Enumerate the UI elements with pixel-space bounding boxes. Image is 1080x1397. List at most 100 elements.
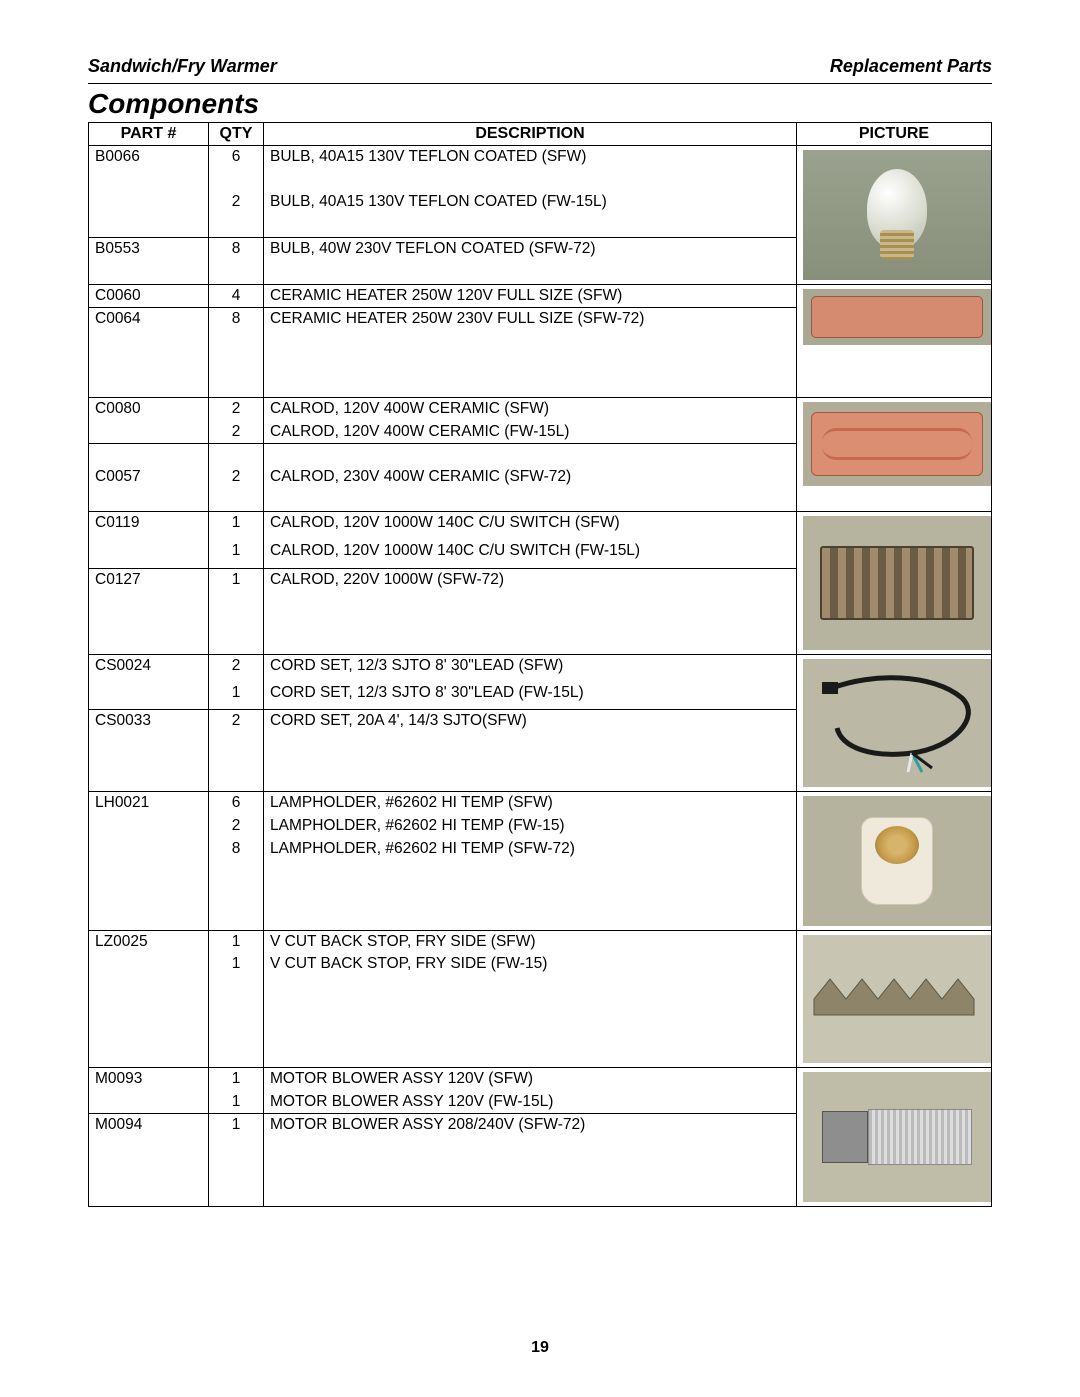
col-pic: PICTURE bbox=[797, 123, 992, 146]
cell-qty: 6 bbox=[209, 146, 264, 192]
table-row: CS00242CORD SET, 12/3 SJTO 8' 30"LEAD (S… bbox=[89, 654, 992, 682]
table-row: B00666BULB, 40A15 130V TEFLON COATED (SF… bbox=[89, 146, 992, 192]
cell-description: V CUT BACK STOP, FRY SIDE (FW-15) bbox=[264, 953, 797, 976]
cell-qty: 2 bbox=[209, 421, 264, 444]
picture-bulb bbox=[803, 150, 991, 280]
cell-picture bbox=[797, 930, 992, 1067]
picture-motor-blower bbox=[803, 1072, 991, 1202]
running-header: Sandwich/Fry Warmer Replacement Parts bbox=[88, 56, 992, 77]
cell-picture bbox=[797, 654, 992, 791]
picture-calrod-ceramic bbox=[803, 402, 991, 486]
header-right: Replacement Parts bbox=[830, 56, 992, 77]
cell-part bbox=[89, 682, 209, 710]
cell-part bbox=[89, 953, 209, 976]
cell-part: C0060 bbox=[89, 285, 209, 308]
cell-description: LAMPHOLDER, #62602 HI TEMP (FW-15) bbox=[264, 815, 797, 838]
picture-cord-set bbox=[803, 659, 991, 787]
header-left: Sandwich/Fry Warmer bbox=[88, 56, 277, 77]
cell-description: LAMPHOLDER, #62602 HI TEMP (SFW-72) bbox=[264, 838, 797, 861]
cell-part bbox=[89, 540, 209, 569]
table-row: LH00216LAMPHOLDER, #62602 HI TEMP (SFW) bbox=[89, 791, 992, 815]
cell-part bbox=[89, 815, 209, 838]
table-row: M00931MOTOR BLOWER ASSY 120V (SFW) bbox=[89, 1067, 992, 1090]
cell-qty: 1 bbox=[209, 682, 264, 710]
cell-part: CS0033 bbox=[89, 709, 209, 737]
cell-description: MOTOR BLOWER ASSY 120V (SFW) bbox=[264, 1067, 797, 1090]
cell-part: C0057 bbox=[89, 466, 209, 488]
cell-description: CALROD, 120V 1000W 140C C/U SWITCH (SFW) bbox=[264, 511, 797, 540]
cell-description: CALROD, 120V 1000W 140C C/U SWITCH (FW-1… bbox=[264, 540, 797, 569]
cell-description: MOTOR BLOWER ASSY 208/240V (SFW-72) bbox=[264, 1114, 797, 1137]
table-row: C01191CALROD, 120V 1000W 140C C/U SWITCH… bbox=[89, 511, 992, 540]
cell-picture bbox=[797, 791, 992, 930]
cell-part bbox=[89, 838, 209, 861]
table-row: LZ00251V CUT BACK STOP, FRY SIDE (SFW) bbox=[89, 930, 992, 953]
cell-description: CALROD, 120V 400W CERAMIC (FW-15L) bbox=[264, 421, 797, 444]
cell-description: CORD SET, 12/3 SJTO 8' 30"LEAD (FW-15L) bbox=[264, 682, 797, 710]
picture-lampholder bbox=[803, 796, 991, 926]
section-title: Components bbox=[88, 88, 992, 120]
page: Sandwich/Fry Warmer Replacement Parts Co… bbox=[0, 0, 1080, 1397]
cell-description: BULB, 40A15 130V TEFLON COATED (SFW) bbox=[264, 146, 797, 192]
col-qty: QTY bbox=[209, 123, 264, 146]
cell-qty: 2 bbox=[209, 191, 264, 237]
cell-part bbox=[89, 191, 209, 237]
table-row: C00604CERAMIC HEATER 250W 120V FULL SIZE… bbox=[89, 285, 992, 308]
cell-qty: 1 bbox=[209, 1114, 264, 1137]
cell-picture bbox=[797, 146, 992, 285]
cell-qty: 1 bbox=[209, 930, 264, 953]
cell-part bbox=[89, 1091, 209, 1114]
cell-description: CERAMIC HEATER 250W 230V FULL SIZE (SFW-… bbox=[264, 308, 797, 331]
col-desc: DESCRIPTION bbox=[264, 123, 797, 146]
cell-qty: 1 bbox=[209, 569, 264, 598]
cell-description: CORD SET, 20A 4', 14/3 SJTO(SFW) bbox=[264, 709, 797, 737]
cell-description: BULB, 40A15 130V TEFLON COATED (FW-15L) bbox=[264, 191, 797, 237]
cell-description: CALROD, 120V 400W CERAMIC (SFW) bbox=[264, 398, 797, 421]
cell-part: B0553 bbox=[89, 237, 209, 284]
col-part: PART # bbox=[89, 123, 209, 146]
cell-picture bbox=[797, 398, 992, 511]
cell-part: C0064 bbox=[89, 308, 209, 331]
cell-picture bbox=[797, 511, 992, 654]
cell-part: M0093 bbox=[89, 1067, 209, 1090]
header-rule bbox=[88, 83, 992, 84]
cell-description: MOTOR BLOWER ASSY 120V (FW-15L) bbox=[264, 1091, 797, 1114]
cell-part: LZ0025 bbox=[89, 930, 209, 953]
cell-qty: 8 bbox=[209, 237, 264, 284]
cell-part: C0080 bbox=[89, 398, 209, 421]
cell-qty: 1 bbox=[209, 1091, 264, 1114]
picture-v-cut-backstop bbox=[803, 935, 991, 1063]
cell-qty: 4 bbox=[209, 285, 264, 308]
cell-qty: 2 bbox=[209, 654, 264, 682]
cell-description: BULB, 40W 230V TEFLON COATED (SFW-72) bbox=[264, 237, 797, 284]
table-header-row: PART # QTY DESCRIPTION PICTURE bbox=[89, 123, 992, 146]
cell-part bbox=[89, 421, 209, 444]
cell-qty: 1 bbox=[209, 1067, 264, 1090]
cell-part: B0066 bbox=[89, 146, 209, 192]
cell-part: LH0021 bbox=[89, 791, 209, 815]
cell-qty: 8 bbox=[209, 308, 264, 331]
table-row: C00802CALROD, 120V 400W CERAMIC (SFW) bbox=[89, 398, 992, 421]
cell-part: M0094 bbox=[89, 1114, 209, 1137]
page-number: 19 bbox=[88, 1339, 992, 1357]
cell-qty: 2 bbox=[209, 709, 264, 737]
cell-description: CALROD, 230V 400W CERAMIC (SFW-72) bbox=[264, 466, 797, 488]
cell-qty: 1 bbox=[209, 540, 264, 569]
picture-calrod-switch bbox=[803, 516, 991, 650]
cell-qty: 2 bbox=[209, 398, 264, 421]
cell-description: LAMPHOLDER, #62602 HI TEMP (SFW) bbox=[264, 791, 797, 815]
cell-part: C0127 bbox=[89, 569, 209, 598]
cell-part: CS0024 bbox=[89, 654, 209, 682]
cell-description: CERAMIC HEATER 250W 120V FULL SIZE (SFW) bbox=[264, 285, 797, 308]
cell-qty: 2 bbox=[209, 466, 264, 488]
cell-description: V CUT BACK STOP, FRY SIDE (SFW) bbox=[264, 930, 797, 953]
cell-picture bbox=[797, 1067, 992, 1206]
cell-qty: 6 bbox=[209, 791, 264, 815]
cell-part: C0119 bbox=[89, 511, 209, 540]
picture-ceramic-heater bbox=[803, 289, 991, 345]
cell-qty: 2 bbox=[209, 815, 264, 838]
cell-qty: 1 bbox=[209, 511, 264, 540]
cell-description: CORD SET, 12/3 SJTO 8' 30"LEAD (SFW) bbox=[264, 654, 797, 682]
cell-picture bbox=[797, 285, 992, 398]
cell-description: CALROD, 220V 1000W (SFW-72) bbox=[264, 569, 797, 598]
